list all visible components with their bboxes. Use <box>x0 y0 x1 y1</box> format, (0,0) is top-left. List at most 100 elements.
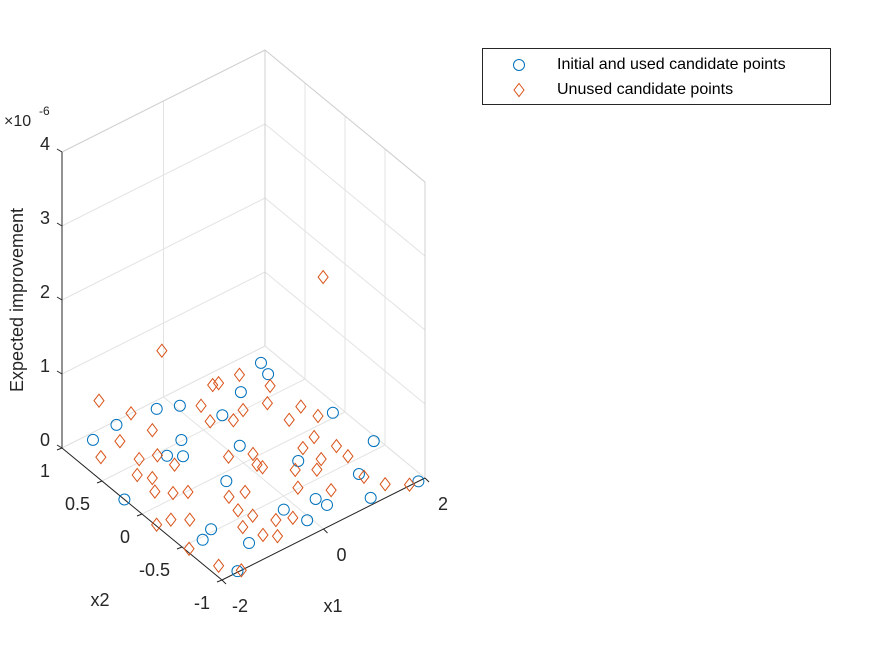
x-tick-label: -2 <box>232 596 248 616</box>
marker-diamond <box>133 451 145 467</box>
grid-line <box>141 411 346 515</box>
marker-diamond <box>257 527 269 543</box>
y-tick <box>96 480 103 484</box>
z-tick <box>56 296 63 301</box>
marker-diamond <box>342 448 354 464</box>
legend-label: Unused candidate points <box>557 81 733 98</box>
marker-circle <box>321 498 333 511</box>
marker-circle <box>301 514 314 527</box>
grid-line <box>264 345 426 479</box>
marker-diamond <box>287 510 299 526</box>
marker-diamond <box>358 469 370 485</box>
marker-diamond <box>247 508 259 524</box>
marker-diamond <box>233 367 246 383</box>
grid-layer <box>61 49 426 581</box>
marker-diamond <box>247 446 259 462</box>
marker-circle <box>277 503 290 516</box>
grid-line <box>61 197 266 301</box>
marker-diamond <box>149 484 161 499</box>
labels-layer: x1 x2 Expected improvement ×10 -6 -2 0 2 -1… <box>4 104 448 616</box>
grid-line <box>264 123 426 257</box>
marker-circle <box>216 409 229 422</box>
y-tick-label: 0.5 <box>65 494 90 514</box>
box-edge <box>264 49 426 183</box>
marker-diamond <box>182 484 194 500</box>
axes-layer <box>56 148 430 585</box>
marker-circle <box>262 368 275 381</box>
legend-box <box>482 48 831 105</box>
z-tick-label: 4 <box>40 134 50 154</box>
y-tick <box>136 513 143 517</box>
z-tick <box>56 370 63 375</box>
marker-diamond <box>93 393 105 409</box>
z-tick-label: 0 <box>40 430 50 450</box>
marker-diamond <box>167 485 179 501</box>
z-tick-label: 2 <box>40 282 50 302</box>
y-tick-label: 1 <box>40 461 50 481</box>
marker-diamond <box>239 484 251 500</box>
z-axis-label: Expected improvement <box>7 208 27 392</box>
z-exponent: -6 <box>39 104 50 118</box>
marker-diamond <box>232 503 244 518</box>
marker-diamond <box>297 440 309 456</box>
marker-circle <box>220 475 233 488</box>
marker-diamond <box>146 422 158 438</box>
marker-circle <box>110 418 123 431</box>
marker-diamond <box>227 412 240 428</box>
marker-diamond <box>311 462 323 477</box>
marker-diamond <box>114 433 126 449</box>
marker-diamond <box>184 512 196 528</box>
marker-circle <box>243 537 256 550</box>
marker-diamond <box>165 512 177 527</box>
y-tick <box>216 579 223 583</box>
marker-diamond <box>251 457 263 473</box>
y-tick <box>56 447 63 451</box>
marker-circle <box>86 433 99 446</box>
z-multiplier: ×10 <box>4 113 31 130</box>
z-tick <box>56 222 63 227</box>
x-tick <box>221 579 227 585</box>
marker-diamond <box>312 408 324 424</box>
marker-diamond <box>222 449 235 465</box>
y-axis-label: x2 <box>90 590 109 610</box>
marker-diamond <box>317 269 329 285</box>
marker-diamond <box>264 378 276 394</box>
legend-label: Initial and used candidate points <box>557 56 786 73</box>
marker-diamond <box>195 398 207 414</box>
marker-diamond <box>207 377 219 393</box>
grid-line <box>61 123 266 227</box>
marker-diamond <box>150 517 163 533</box>
marker-diamond <box>261 395 274 411</box>
grid-line <box>264 271 426 405</box>
legend: Initial and used candidate points Unused … <box>482 48 831 105</box>
marker-diamond <box>295 399 307 414</box>
marker-circle <box>364 491 377 504</box>
marker-diamond <box>125 405 137 421</box>
grid-line <box>61 345 266 449</box>
marker-circle <box>292 454 305 467</box>
marker-circle <box>177 450 190 463</box>
x-tick <box>424 477 430 483</box>
marker-circle <box>367 435 380 448</box>
marker-diamond <box>403 477 416 493</box>
marker-diamond <box>235 562 247 578</box>
grid-line <box>181 444 386 548</box>
x-tick-label: 0 <box>336 545 346 565</box>
box-edge <box>61 49 266 153</box>
marker-circle <box>233 439 246 452</box>
grid-line <box>61 271 266 375</box>
marker-diamond <box>330 438 343 454</box>
y-tick-label: 0 <box>120 527 130 547</box>
marker-diamond <box>292 480 304 496</box>
marker-diamond <box>513 82 525 98</box>
marker-diamond <box>270 512 282 528</box>
marker-diamond <box>212 375 225 391</box>
marker-circle <box>150 402 163 415</box>
points-layer <box>86 269 425 578</box>
marker-diamond <box>212 558 225 574</box>
marker-circle <box>205 523 218 536</box>
marker-diamond <box>131 467 143 483</box>
marker-diamond <box>325 482 337 498</box>
y-tick <box>176 546 183 550</box>
